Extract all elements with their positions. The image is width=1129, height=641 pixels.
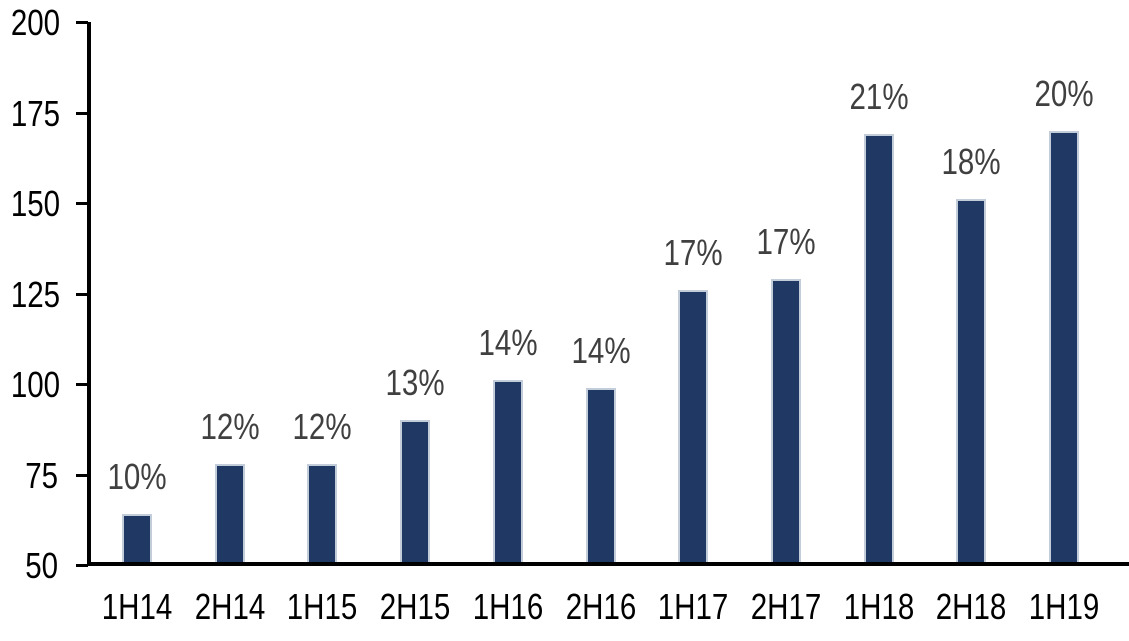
label-text: 17% [663,232,723,273]
y-tick-label: 125 [0,274,61,315]
bar-value-label: 12% [168,409,292,445]
label-text: 100 [10,364,61,405]
label-text: 50 [25,545,58,586]
label-text: 2H17 [750,586,822,627]
label-text: 150 [10,183,61,224]
x-tick-label: 1H18 [817,589,941,625]
x-tick-label: 2H17 [724,589,848,625]
label-text: 75 [25,455,58,496]
label-text: 1H15 [286,586,358,627]
bar-value-label: 13% [353,365,477,401]
label-text: 20% [1034,73,1094,114]
bar [400,420,430,565]
bar-value-label: 17% [724,224,848,260]
label-text: 1H19 [1028,586,1100,627]
x-tick-label: 1H16 [446,589,570,625]
bar [771,279,801,565]
label-text: 18% [941,141,1001,182]
bar-value-label: 10% [75,459,199,495]
bar [122,514,152,565]
label-text: 2H18 [935,586,1007,627]
bar-value-label: 18% [909,144,1033,180]
y-tick-label: 50 [0,548,58,584]
y-tick-label: 175 [0,93,61,134]
x-tick-label: 1H19 [1002,589,1126,625]
label-text: 125 [10,274,61,315]
bar-value-label: 14% [539,333,663,369]
y-tick-label: 75 [0,458,58,494]
y-tick-mark [76,202,88,205]
label-text: 2H15 [379,586,451,627]
bar-value-label: 21% [817,79,941,115]
x-axis-line [87,562,1129,566]
bar-value-label: 20% [1002,76,1126,112]
label-text: 1H14 [101,586,173,627]
x-tick-label: 1H14 [75,589,199,625]
label-text: 14% [571,330,631,371]
label-text: 12% [200,406,260,447]
y-tick-mark [76,474,88,477]
label-text: 2H14 [194,586,266,627]
y-tick-mark [76,564,88,567]
label-text: 12% [292,406,352,447]
bar [678,290,708,565]
bar [864,134,894,565]
bar [586,388,616,565]
label-text: 2H16 [565,586,637,627]
label-text: 14% [478,322,538,363]
y-tick-mark [76,112,88,115]
y-axis-line [87,22,91,566]
x-tick-label: 2H14 [168,589,292,625]
label-text: 10% [107,456,167,497]
y-tick-label: 100 [0,364,61,405]
bar-value-label: 12% [260,409,384,445]
label-text: 13% [385,362,445,403]
bar [493,380,523,565]
label-text: 17% [756,221,816,262]
y-tick-label: 200 [0,2,61,43]
x-tick-label: 1H17 [631,589,755,625]
label-text: 200 [10,2,61,43]
bar [1049,131,1079,565]
x-tick-label: 1H15 [260,589,384,625]
bar-value-label: 14% [446,325,570,361]
y-tick-mark [76,293,88,296]
bar [215,464,245,565]
y-tick-label: 150 [0,183,61,224]
label-text: 1H16 [472,586,544,627]
x-tick-label: 2H18 [909,589,1033,625]
label-text: 21% [849,76,909,117]
label-text: 175 [10,93,61,134]
x-tick-label: 2H15 [353,589,477,625]
x-tick-label: 2H16 [539,589,663,625]
bar-value-label: 17% [631,235,755,271]
y-tick-mark [76,383,88,386]
bar [307,464,337,565]
bar [956,199,986,565]
label-text: 1H18 [843,586,915,627]
label-text: 1H17 [657,586,729,627]
y-tick-mark [76,21,88,24]
